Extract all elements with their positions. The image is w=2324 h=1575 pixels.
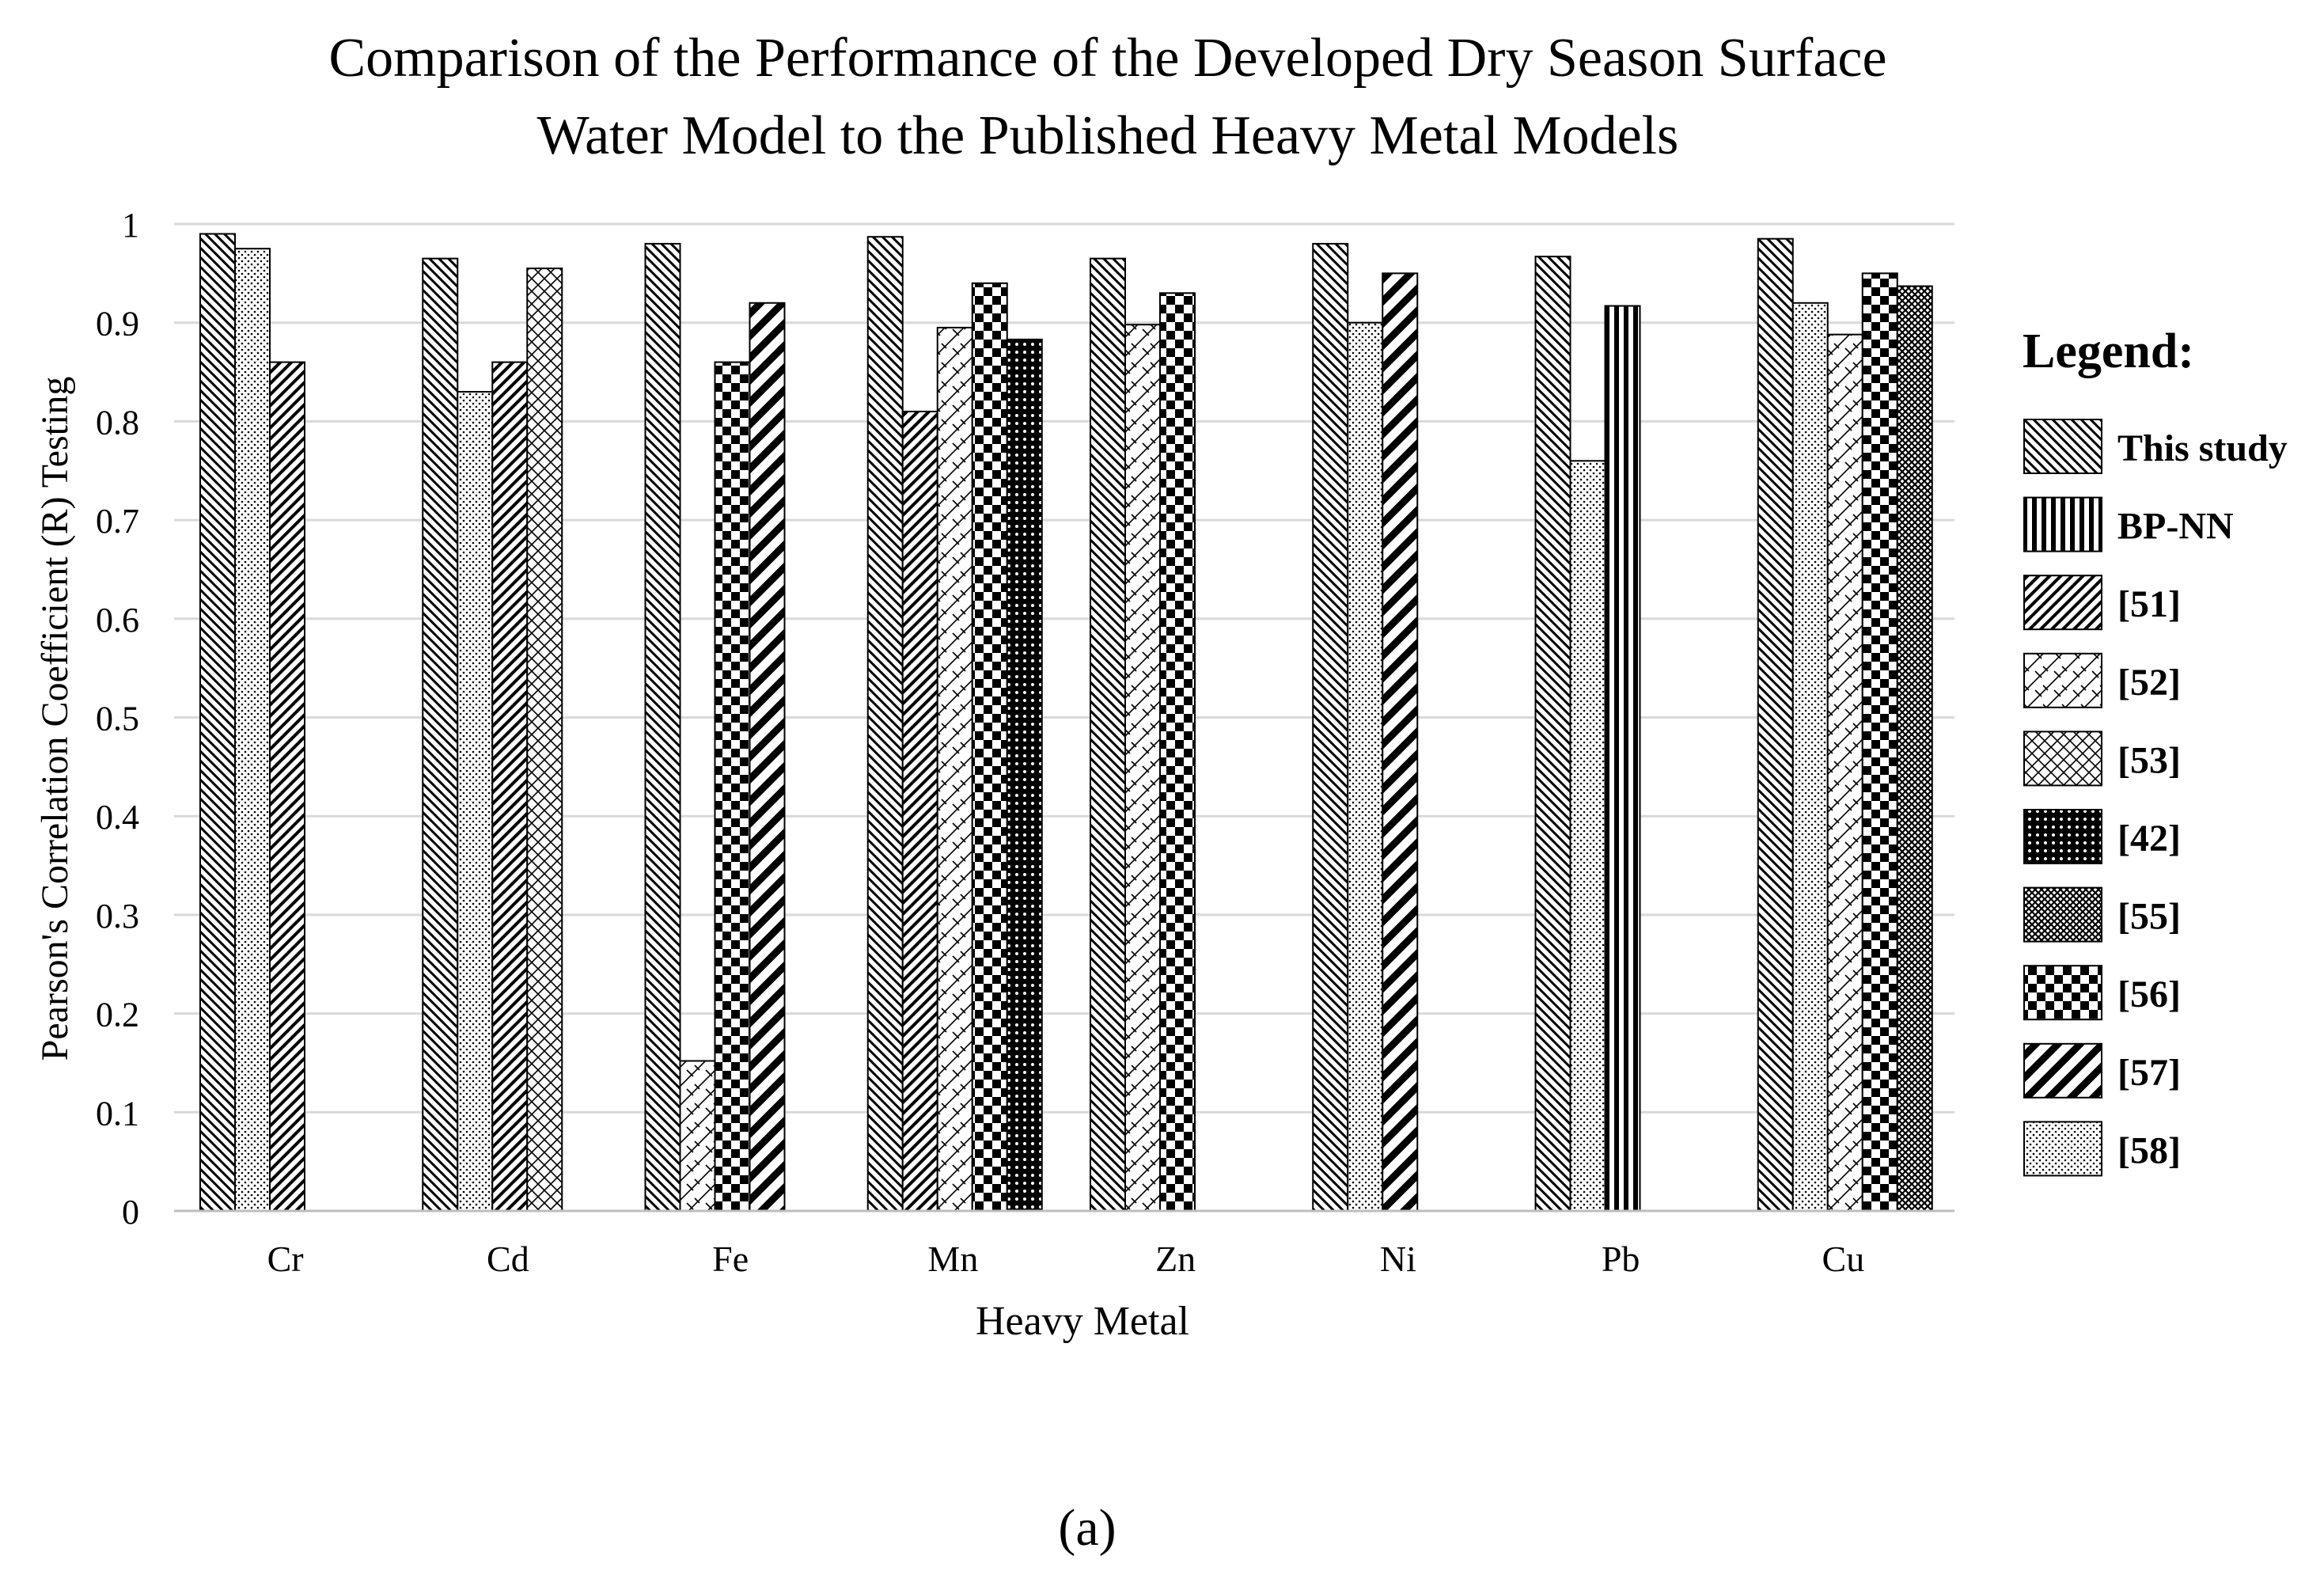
legend-label: [53] xyxy=(2117,739,2181,781)
legend-label: [52] xyxy=(2117,662,2181,704)
legend-swatch xyxy=(2023,652,2102,708)
x-tick-label: Cr xyxy=(267,1239,304,1279)
bar-mn-51 xyxy=(901,410,938,1212)
bar-fe-56 xyxy=(714,361,751,1213)
x-tick-label: Cd xyxy=(487,1239,529,1279)
x-tick-label: Mn xyxy=(927,1239,978,1279)
bar-cu-58 xyxy=(1791,302,1829,1212)
bar-cu-56 xyxy=(1861,272,1898,1213)
y-axis-label: Pearson's Correlation Coefficient (R) Te… xyxy=(34,377,76,1061)
legend-label: [57] xyxy=(2117,1052,2181,1094)
legend-swatch xyxy=(2023,575,2102,631)
bar-fe-57 xyxy=(749,302,786,1212)
y-tick-label: 0.3 xyxy=(96,897,139,936)
bar-cr-thisstudy xyxy=(199,233,236,1213)
legend-swatch xyxy=(2023,1042,2102,1099)
legend-swatch xyxy=(2023,965,2102,1021)
x-axis-ticks: Cr Cd Fe Mn Zn Ni Pb Cu xyxy=(267,1239,1865,1279)
legend-swatch xyxy=(2023,1121,2102,1177)
bar-fe-thisstudy xyxy=(644,242,681,1213)
bar-cd-51 xyxy=(491,361,529,1213)
bar-pb-58 xyxy=(1569,460,1606,1212)
legend-label: [42] xyxy=(2117,818,2181,860)
bar-mn-thisstudy xyxy=(866,236,904,1212)
x-tick-label: Zn xyxy=(1155,1239,1196,1279)
chart-title-line-1: Comparison of the Performance of the Dev… xyxy=(328,28,1886,89)
y-tick-label: 0.5 xyxy=(96,700,139,738)
y-tick-label: 0.6 xyxy=(96,601,139,639)
bar-mn-42 xyxy=(1006,338,1043,1212)
legend-swatch xyxy=(2023,731,2102,787)
bar-zn-thisstudy xyxy=(1090,257,1126,1212)
legend-swatch xyxy=(2023,419,2102,474)
legend-label: This study xyxy=(2117,427,2288,469)
bar-ni-57 xyxy=(1382,272,1419,1213)
legend-swatch xyxy=(2023,496,2102,552)
figure-caption: (a) xyxy=(1058,1499,1116,1557)
bar-cd-53 xyxy=(526,268,563,1212)
bar-cr-51 xyxy=(269,361,305,1213)
bar-cu-thisstudy xyxy=(1757,237,1794,1213)
bar-mn-56 xyxy=(971,282,1008,1213)
bar-cr-58 xyxy=(234,248,271,1212)
y-tick-label: 0.2 xyxy=(96,996,139,1034)
legend-label: [58] xyxy=(2117,1129,2181,1171)
bar-cd-thisstudy xyxy=(422,257,459,1212)
legend-label: BP-NN xyxy=(2117,506,2234,548)
legend-label: [56] xyxy=(2117,973,2181,1015)
x-tick-label: Fe xyxy=(712,1239,749,1279)
bar-fe-52 xyxy=(679,1060,716,1213)
bar-cd-58 xyxy=(457,390,494,1212)
y-tick-label: 0.1 xyxy=(96,1094,139,1133)
bar-cu-52 xyxy=(1826,333,1863,1213)
bar-pb-thisstudy xyxy=(1534,256,1571,1212)
chart-title-line-2: Water Model to the Published Heavy Metal… xyxy=(537,105,1679,166)
legend-label: [51] xyxy=(2117,583,2181,625)
y-tick-label: 0.9 xyxy=(96,305,139,343)
x-tick-label: Ni xyxy=(1380,1239,1416,1279)
bar-ni-58 xyxy=(1347,321,1384,1213)
legend-swatch xyxy=(2023,886,2102,943)
legend-heading: Legend: xyxy=(2023,324,2194,378)
bars xyxy=(199,233,1933,1213)
x-tick-label: Pb xyxy=(1602,1239,1640,1279)
x-tick-label: Cu xyxy=(1822,1239,1865,1279)
y-tick-label: 0 xyxy=(122,1193,139,1232)
bar-zn-56 xyxy=(1159,292,1196,1212)
bar-cu-55 xyxy=(1896,285,1933,1212)
bar-pb-bpnn xyxy=(1604,305,1641,1213)
bar-ni-thisstudy xyxy=(1312,242,1349,1213)
legend-swatch xyxy=(2023,809,2102,864)
x-axis-label: Heavy Metal xyxy=(976,1299,1189,1344)
y-tick-label: 0.8 xyxy=(96,403,139,442)
y-tick-label: 0.7 xyxy=(96,502,139,541)
bar-mn-52 xyxy=(936,326,973,1212)
y-tick-label: 1 xyxy=(122,206,139,245)
bar-zn-52 xyxy=(1124,324,1161,1213)
y-axis-ticks: 0 0.1 0.2 0.3 0.4 0.5 0.6 0.7 0.8 0.9 1 xyxy=(96,206,139,1232)
y-tick-label: 0.4 xyxy=(96,798,139,837)
legend: Legend: This study BP-NN [51] [52] [53] [42] [… xyxy=(2023,324,2288,1177)
legend-label: [55] xyxy=(2117,896,2181,938)
